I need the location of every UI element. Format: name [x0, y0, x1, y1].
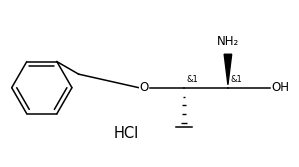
Text: HCl: HCl: [113, 126, 138, 141]
Text: NH₂: NH₂: [217, 35, 239, 48]
Text: &1: &1: [231, 75, 242, 84]
Text: O: O: [140, 81, 149, 94]
Text: OH: OH: [272, 81, 290, 94]
Polygon shape: [224, 54, 232, 85]
Text: &1: &1: [187, 75, 199, 84]
